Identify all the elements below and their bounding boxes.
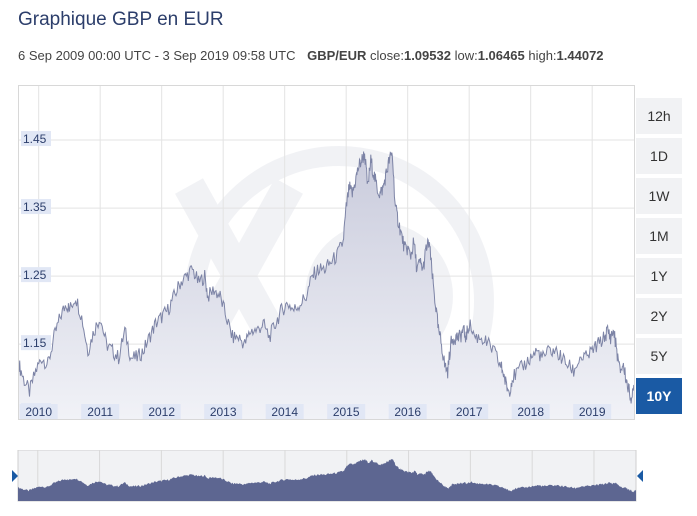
x-tick-label: 2014: [271, 405, 298, 419]
y-tick-label-bg: [21, 335, 51, 351]
x-tick-label-bg: [142, 404, 181, 419]
low-label: low:: [454, 48, 478, 63]
y-tick-label: 1.35: [23, 200, 47, 214]
high-label: high:: [528, 48, 557, 63]
x-tick-label-bg: [81, 404, 120, 419]
range-button-1m[interactable]: 1M: [636, 218, 682, 254]
x-tick-label-bg: [265, 404, 304, 419]
x-tick-label-bg: [573, 404, 612, 419]
navigator-left-handle[interactable]: [12, 470, 18, 482]
x-tick-label: 2016: [394, 405, 421, 419]
y-tick-label: 1.45: [23, 132, 47, 146]
navigator-area: [18, 459, 636, 501]
x-tick-label-bg: [327, 404, 366, 419]
range-button-1w[interactable]: 1W: [636, 178, 682, 214]
x-axis-ticks: 2010 2011 2012 2013 2014 2015 2016 2017 2018 2019: [19, 404, 612, 419]
price-chart[interactable]: 1.051.151.251.351.45 2010201120122013201…: [18, 86, 635, 456]
x-tick-label: 2018: [517, 405, 544, 419]
close-label: close:: [370, 48, 404, 63]
x-tick-label-bg: [204, 404, 243, 419]
y-tick-label: 1.25: [23, 268, 47, 282]
x-tick-label-bg: [511, 404, 550, 419]
price-line: [18, 151, 635, 404]
y-tick-label-bg: [21, 131, 51, 147]
chart-area[interactable]: 1.051.151.251.351.45 2010201120122013201…: [18, 85, 635, 456]
close-value: 1.09532: [403, 48, 451, 63]
y-tick-label-bg: [21, 199, 51, 215]
y-tick-label-bg: [21, 267, 51, 283]
chart-subtitle: 6 Sep 2009 00:00 UTC - 3 Sep 2019 09:58 …: [18, 48, 604, 63]
x-tick-label: 2017: [456, 405, 483, 419]
x-tick-label: 2010: [25, 405, 52, 419]
x-tick-label: 2013: [210, 405, 237, 419]
date-range: 6 Sep 2009 00:00 UTC - 3 Sep 2019 09:58 …: [18, 48, 296, 63]
range-button-1d[interactable]: 1D: [636, 138, 682, 174]
range-button-2y[interactable]: 2Y: [636, 298, 682, 334]
currency-pair: GBP/EUR: [307, 48, 367, 63]
range-selector: 12h 1D 1W 1M 1Y 2Y 5Y 10Y: [636, 98, 686, 418]
x-tick-label: 2015: [333, 405, 360, 419]
x-tick-label: 2011: [87, 405, 113, 419]
range-button-1y[interactable]: 1Y: [636, 258, 682, 294]
x-tick-label-bg: [388, 404, 427, 419]
x-tick-label: 2012: [148, 405, 175, 419]
x-tick-label: 2019: [579, 405, 606, 419]
navigator-right-handle[interactable]: [637, 470, 643, 482]
x-tick-label-bg: [19, 404, 58, 419]
page-title: Graphique GBP en EUR: [18, 9, 224, 30]
x-tick-label-bg: [450, 404, 489, 419]
low-value: 1.06465: [477, 48, 525, 63]
y-tick-label: 1.15: [23, 336, 47, 350]
range-button-5y[interactable]: 5Y: [636, 338, 682, 374]
range-button-12h[interactable]: 12h: [636, 98, 682, 134]
high-value: 1.44072: [556, 48, 604, 63]
range-button-10y[interactable]: 10Y: [636, 378, 682, 414]
range-navigator[interactable]: [12, 450, 643, 502]
price-area: [19, 151, 634, 419]
